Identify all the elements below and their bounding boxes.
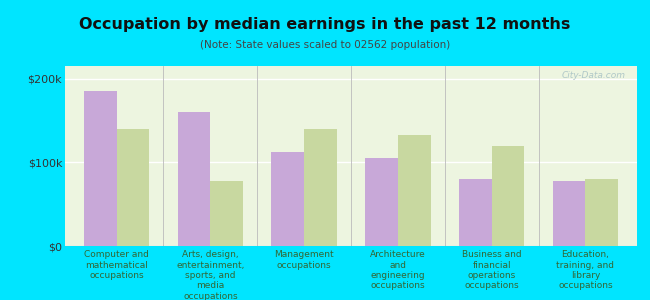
Bar (459, 179, 491, 246)
Bar (177, 112, 211, 246)
Bar (271, 152, 304, 246)
Bar (552, 181, 586, 246)
Bar (211, 181, 243, 246)
Text: (Note: State values scaled to 02562 population): (Note: State values scaled to 02562 popu… (200, 40, 450, 50)
Bar (398, 136, 431, 246)
Bar (304, 129, 337, 246)
Bar (84, 91, 116, 246)
Text: City-Data.com: City-Data.com (562, 71, 625, 80)
Bar (491, 146, 525, 246)
Text: Occupation by median earnings in the past 12 months: Occupation by median earnings in the pas… (79, 16, 571, 32)
Bar (116, 129, 150, 246)
Bar (365, 158, 398, 246)
Bar (586, 179, 618, 246)
